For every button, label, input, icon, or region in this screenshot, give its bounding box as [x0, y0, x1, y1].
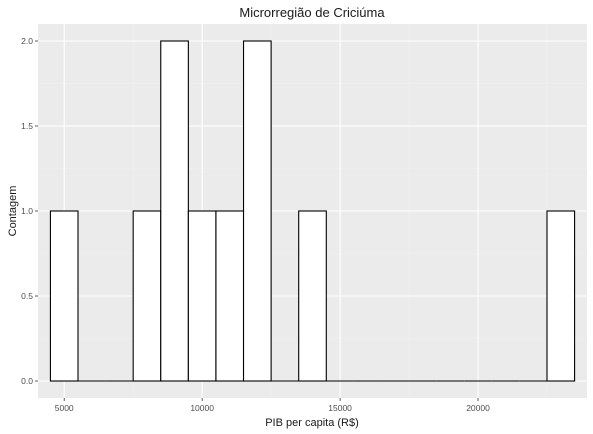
y-tick-label: 1.0	[21, 206, 33, 216]
x-tick-label: 15000	[328, 403, 352, 413]
x-tick-label: 20000	[466, 403, 490, 413]
y-tick-label: 1.5	[21, 121, 33, 131]
histogram-bar	[298, 210, 327, 382]
histogram-bar	[160, 40, 189, 382]
histogram-bars	[49, 40, 576, 382]
x-tick-label: 10000	[190, 403, 214, 413]
y-axis-ticks: 0.0 0.5 1.0 1.5 2.0	[21, 36, 38, 386]
y-tick-label: 0.5	[21, 291, 33, 301]
x-axis-ticks: 5000 10000 15000 20000	[55, 398, 490, 413]
histogram-bar	[546, 210, 576, 382]
histogram-bar	[215, 210, 245, 382]
histogram-bar	[132, 210, 162, 382]
x-axis-label: PIB per capita (R$)	[265, 417, 359, 429]
histogram-bar	[242, 40, 272, 382]
x-tick-label: 5000	[55, 403, 74, 413]
chart-title: Microrregião de Criciúma	[239, 5, 385, 20]
y-tick-label: 0.0	[21, 376, 33, 386]
y-tick-label: 2.0	[21, 36, 33, 46]
histogram-bar	[187, 210, 217, 382]
histogram-bar	[49, 210, 79, 382]
y-axis-label: Contagem	[7, 186, 19, 237]
